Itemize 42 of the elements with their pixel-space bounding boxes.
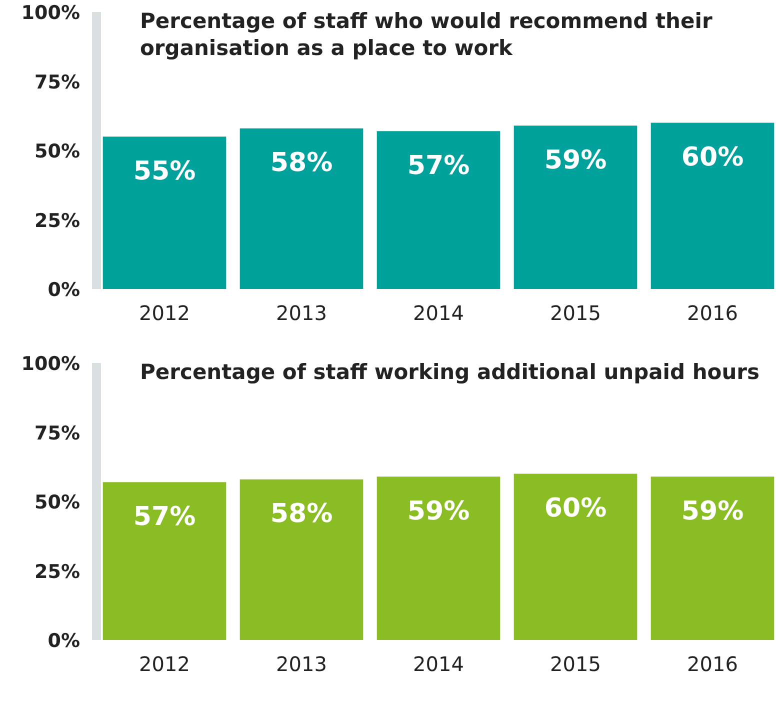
x-tick-label: 2015 bbox=[550, 301, 601, 326]
y-tick-label: 25% bbox=[34, 210, 80, 232]
bar bbox=[650, 476, 774, 640]
y-tick-label: 0% bbox=[48, 630, 80, 652]
bar bbox=[240, 479, 364, 640]
y-tick-label: 75% bbox=[34, 422, 80, 444]
x-tick-label: 2014 bbox=[413, 652, 464, 676]
bar bbox=[514, 126, 638, 289]
data-label: 59% bbox=[681, 496, 744, 526]
bar bbox=[240, 128, 364, 289]
x-tick-label: 2016 bbox=[687, 301, 738, 326]
text: Percentage of staff who would recommend their organisation as a place to work bbox=[140, 8, 714, 62]
x-tick-label: 2013 bbox=[276, 301, 327, 326]
y-tick-label: 50% bbox=[34, 492, 80, 514]
y-tick-label: 50% bbox=[34, 140, 80, 162]
data-label: 59% bbox=[407, 496, 470, 526]
data-label: 58% bbox=[270, 148, 333, 178]
data-label: 60% bbox=[681, 142, 744, 173]
x-tick-label: 2013 bbox=[276, 652, 327, 676]
y-tick-label: 75% bbox=[34, 71, 80, 94]
data-label: 55% bbox=[133, 156, 196, 186]
x-tick-label: 2012 bbox=[139, 301, 190, 326]
x-tick-label: 2012 bbox=[139, 652, 190, 676]
bar bbox=[376, 131, 500, 289]
data-label: 58% bbox=[270, 499, 333, 530]
chart-title: Percentage of staff working additional unpaid hours bbox=[140, 359, 760, 386]
x-tick-label: 2014 bbox=[413, 301, 464, 326]
bar bbox=[102, 482, 226, 640]
bar bbox=[514, 474, 638, 640]
data-label: 57% bbox=[133, 502, 196, 532]
data-label: 60% bbox=[544, 494, 607, 524]
bar bbox=[376, 476, 500, 640]
y-tick-label: 100% bbox=[21, 353, 80, 375]
y-tick-label: 100% bbox=[21, 2, 80, 24]
y-tick-label: 25% bbox=[34, 560, 80, 583]
data-label: 57% bbox=[407, 150, 470, 181]
bar bbox=[102, 136, 226, 289]
x-tick-label: 2016 bbox=[687, 652, 738, 676]
x-tick-label: 2015 bbox=[550, 652, 601, 676]
bar bbox=[650, 122, 774, 289]
data-label: 59% bbox=[544, 145, 607, 176]
y-tick-label: 0% bbox=[48, 279, 80, 301]
